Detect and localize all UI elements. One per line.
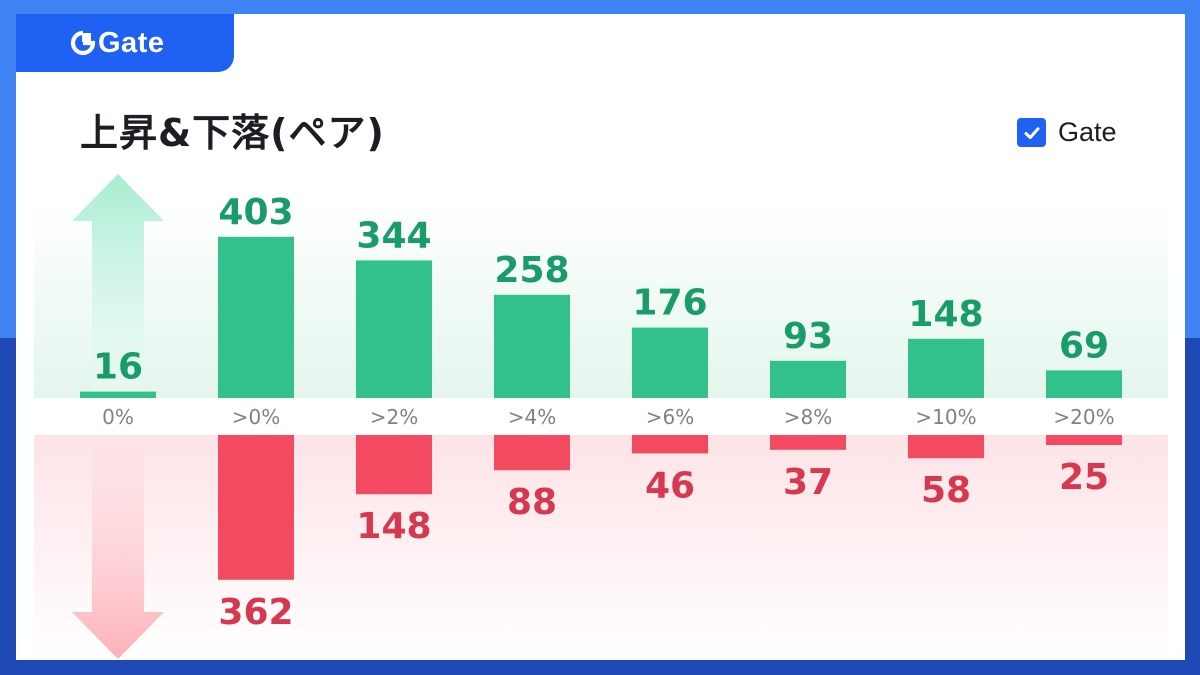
chart-card: Gate 上昇&下落(ペア) Gate bbox=[16, 14, 1185, 660]
rise-bar[interactable] bbox=[218, 236, 294, 398]
legend-item-gate[interactable]: Gate bbox=[1017, 117, 1117, 148]
rise-value-label: 16 bbox=[93, 347, 143, 388]
rise-zone-background bbox=[34, 199, 1168, 398]
fall-bar[interactable] bbox=[218, 435, 294, 580]
brand-name: Gate bbox=[98, 26, 165, 59]
rise-bar[interactable] bbox=[356, 260, 432, 398]
rise-value-label: 258 bbox=[494, 250, 569, 291]
x-tick-label: >0% bbox=[232, 405, 281, 429]
chart-bars: 0% 16 >0% 403 362 >2% 344 148 >4% 258 88 >6% 176 46 >8… bbox=[80, 192, 1122, 633]
brand-logo[interactable]: Gate bbox=[16, 14, 234, 72]
fall-zone-background bbox=[34, 435, 1168, 660]
bar-chart: 0% 16 >0% 403 362 >2% 344 148 >4% 258 88 >6% 176 46 >8… bbox=[34, 174, 1168, 660]
legend-checkbox[interactable] bbox=[1017, 118, 1046, 147]
rise-bar[interactable] bbox=[80, 391, 156, 398]
rise-bar[interactable] bbox=[908, 338, 984, 398]
rise-value-label: 93 bbox=[783, 316, 833, 357]
fall-bar[interactable] bbox=[356, 435, 432, 495]
chart-title: 上昇&下落(ペア) bbox=[80, 111, 385, 155]
legend-label: Gate bbox=[1058, 117, 1117, 147]
rise-bar[interactable] bbox=[632, 327, 708, 398]
fall-bar[interactable] bbox=[494, 435, 570, 471]
rise-bar[interactable] bbox=[494, 294, 570, 398]
x-tick-label: >2% bbox=[370, 405, 419, 429]
fall-value-label: 362 bbox=[218, 592, 293, 633]
x-tick-label: >4% bbox=[508, 405, 557, 429]
fall-bar[interactable] bbox=[1046, 435, 1122, 445]
x-tick-label: >10% bbox=[915, 405, 976, 429]
rise-value-label: 403 bbox=[218, 192, 293, 233]
rise-value-label: 148 bbox=[908, 294, 983, 335]
x-tick-label: >6% bbox=[646, 405, 695, 429]
rise-value-label: 344 bbox=[356, 215, 431, 256]
x-tick-label: >8% bbox=[784, 405, 833, 429]
fall-bar[interactable] bbox=[770, 435, 846, 450]
x-tick-label: 0% bbox=[102, 405, 134, 429]
rise-bar[interactable] bbox=[1046, 370, 1122, 398]
rise-bar[interactable] bbox=[770, 360, 846, 398]
x-tick-label: >20% bbox=[1053, 405, 1114, 429]
fall-value-label: 88 bbox=[507, 482, 557, 523]
fall-bar[interactable] bbox=[632, 435, 708, 454]
up-arrow-icon bbox=[72, 174, 164, 394]
fall-value-label: 25 bbox=[1059, 457, 1109, 498]
fall-value-label: 58 bbox=[921, 470, 971, 511]
rise-value-label: 69 bbox=[1059, 325, 1109, 366]
fall-value-label: 46 bbox=[645, 465, 695, 506]
fall-bar[interactable] bbox=[908, 435, 984, 459]
rise-value-label: 176 bbox=[632, 283, 707, 324]
down-arrow-icon bbox=[72, 444, 164, 659]
fall-value-label: 148 bbox=[356, 506, 431, 547]
checkmark-icon bbox=[1024, 126, 1039, 139]
gate-logo-icon bbox=[70, 30, 96, 56]
fall-value-label: 37 bbox=[783, 462, 833, 503]
